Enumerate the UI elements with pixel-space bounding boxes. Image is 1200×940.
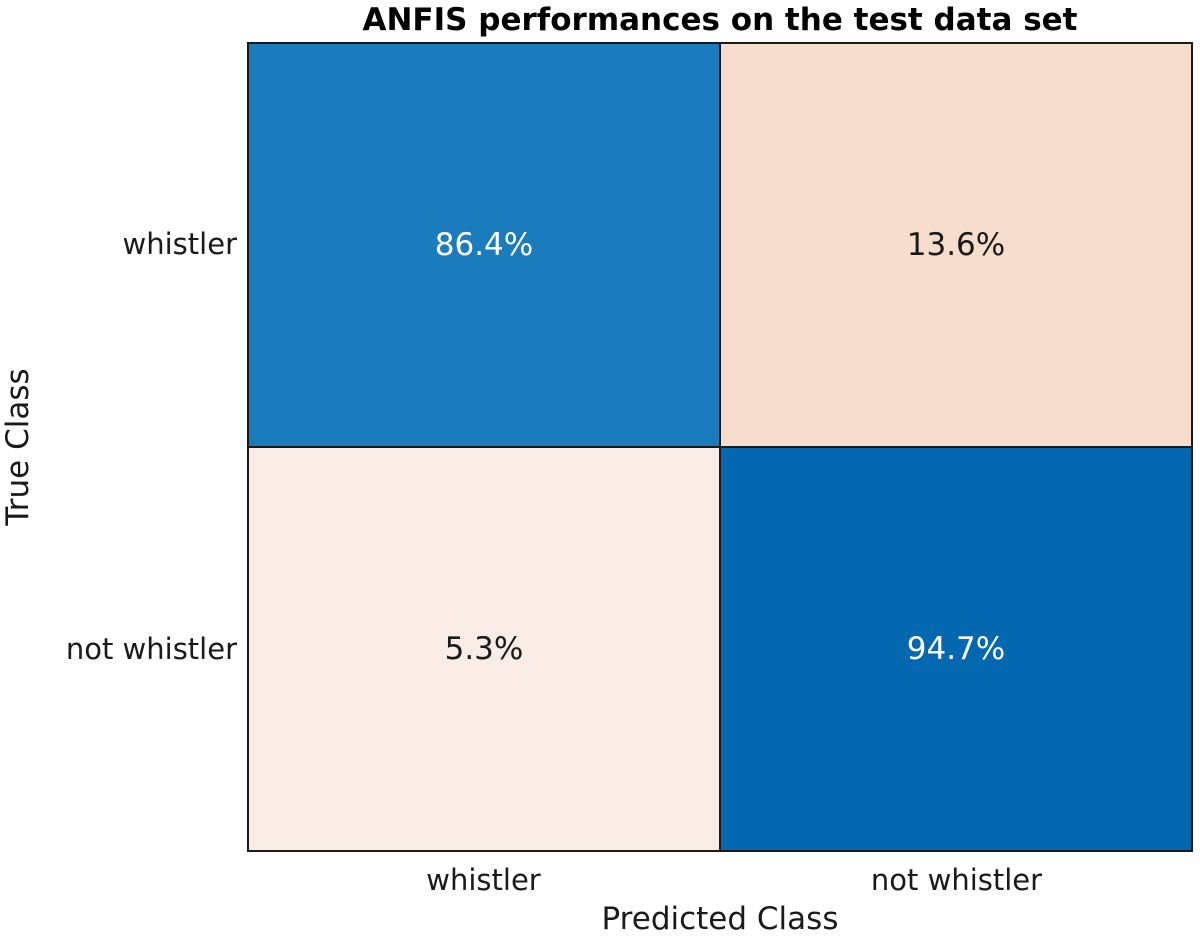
matrix-cell-true-whistler-pred-not-whistler: 13.6% — [720, 44, 1191, 447]
x-tick-whistler: whistler — [426, 863, 541, 897]
x-axis-label: Predicted Class — [601, 901, 839, 937]
matrix-cell-true-whistler-pred-whistler: 86.4% — [249, 44, 720, 447]
y-tick-whistler: whistler — [122, 227, 237, 261]
chart-title: ANFIS performances on the test data set — [362, 2, 1078, 38]
confusion-matrix-grid: 86.4% 13.6% 5.3% 94.7% — [247, 42, 1193, 852]
matrix-cell-true-not-whistler-pred-not-whistler: 94.7% — [720, 447, 1191, 850]
y-tick-not-whistler: not whistler — [65, 632, 237, 666]
matrix-cell-true-not-whistler-pred-whistler: 5.3% — [249, 447, 720, 850]
y-axis-label: True Class — [0, 368, 36, 526]
x-tick-not-whistler: not whistler — [870, 863, 1043, 897]
